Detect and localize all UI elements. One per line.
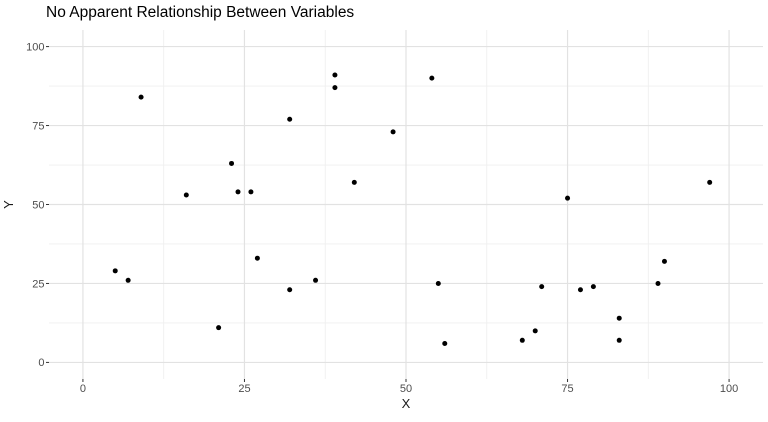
data-point (351, 179, 357, 185)
data-point (138, 94, 144, 100)
data-point (332, 85, 338, 91)
data-point (661, 258, 667, 264)
data-point (229, 160, 235, 166)
y-axis-title: Y (0, 200, 16, 209)
data-point (332, 72, 338, 78)
y-tick-label: 100 (26, 41, 44, 53)
data-point (616, 315, 622, 321)
data-point (616, 337, 622, 343)
x-tick-label: 100 (720, 383, 738, 395)
data-point (655, 280, 661, 286)
data-point (313, 277, 319, 283)
data-point (390, 129, 396, 135)
y-tick-label: 50 (32, 199, 44, 211)
data-point (539, 284, 545, 290)
data-point (565, 195, 571, 201)
x-axis-title: X (401, 396, 411, 411)
y-tick-label: 75 (32, 120, 44, 132)
data-point (287, 116, 293, 122)
data-point (112, 268, 118, 274)
data-point (707, 179, 713, 185)
data-point (254, 255, 260, 261)
data-point (248, 189, 254, 195)
data-point (235, 189, 241, 195)
y-tick-label: 25 (32, 278, 44, 290)
x-tick-label: 25 (238, 383, 250, 395)
data-point (216, 325, 222, 331)
data-point (442, 340, 448, 346)
y-tick-label: 0 (38, 357, 44, 369)
x-tick-label: 75 (561, 383, 573, 395)
data-point (183, 192, 189, 198)
data-point (287, 287, 293, 293)
data-point (590, 284, 596, 290)
chart-title: No Apparent Relationship Between Variabl… (46, 4, 355, 21)
data-point (125, 277, 131, 283)
data-point (519, 337, 525, 343)
data-point (429, 75, 435, 81)
x-tick-label: 50 (400, 383, 412, 395)
data-point (577, 287, 583, 293)
data-point (435, 280, 441, 286)
data-point (532, 328, 538, 334)
x-tick-label: 0 (80, 383, 86, 395)
